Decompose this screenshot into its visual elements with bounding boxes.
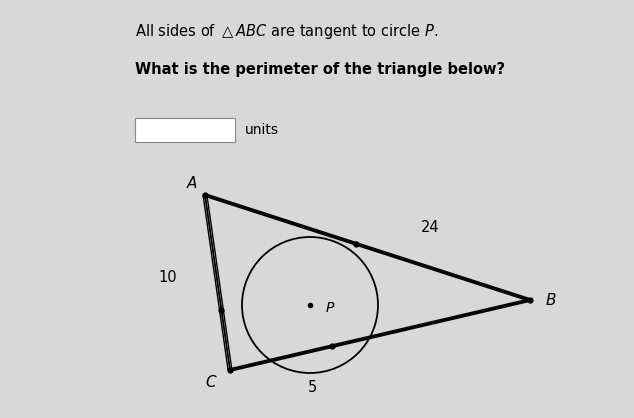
Text: 10: 10: [158, 270, 178, 285]
Text: 24: 24: [421, 221, 439, 235]
Text: $B$: $B$: [545, 292, 557, 308]
Text: $P$: $P$: [325, 301, 335, 315]
FancyBboxPatch shape: [135, 118, 235, 142]
Text: 5: 5: [307, 380, 316, 395]
Text: $C$: $C$: [205, 374, 218, 390]
Text: All sides of $\triangle\mathit{ABC}$ are tangent to circle $\mathit{P}$.: All sides of $\triangle\mathit{ABC}$ are…: [135, 22, 438, 41]
Text: What is the perimeter of the triangle below?: What is the perimeter of the triangle be…: [135, 62, 505, 77]
Text: $A$: $A$: [186, 175, 198, 191]
Text: units: units: [245, 123, 279, 137]
